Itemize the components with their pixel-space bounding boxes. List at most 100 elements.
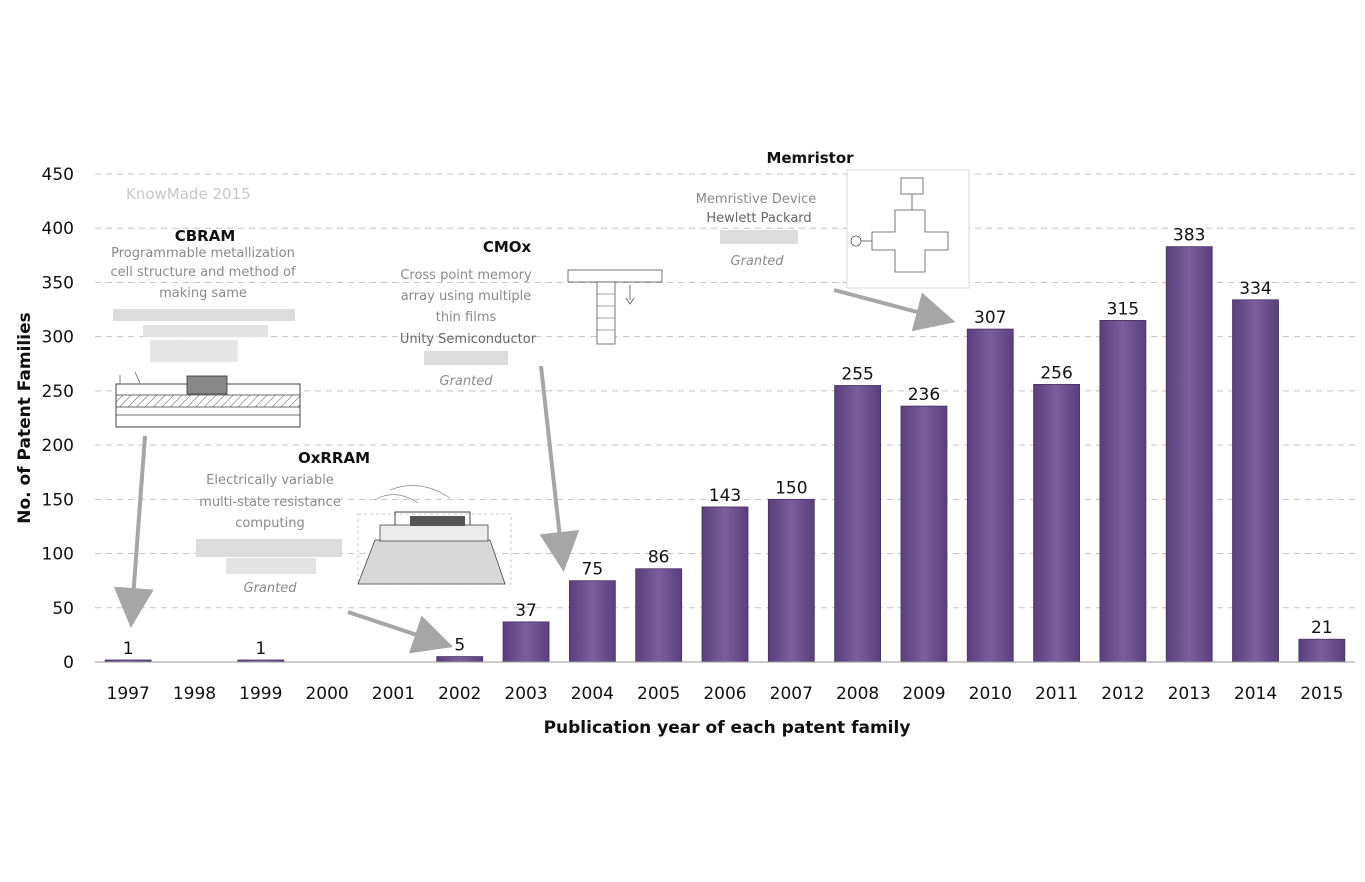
data-label-1997: 1 <box>123 639 134 659</box>
x-tick-label: 2012 <box>1101 684 1144 704</box>
annotation-status: Granted <box>244 581 298 596</box>
annotation-arrows <box>113 288 956 654</box>
x-tick-label: 2008 <box>836 684 879 704</box>
bar-2002 <box>436 656 484 663</box>
y-tick-label: 150 <box>42 490 74 510</box>
bar-2011 <box>1033 383 1080 663</box>
bar-2007 <box>767 498 815 663</box>
x-tick-label: 2002 <box>438 684 481 704</box>
annotation-title: Memristor <box>766 149 854 167</box>
x-tick-label: 2015 <box>1300 684 1343 704</box>
x-tick-label: 2014 <box>1234 684 1277 704</box>
data-label-2014: 334 <box>1239 279 1271 299</box>
data-label-2009: 236 <box>908 385 940 405</box>
data-label-2013: 383 <box>1173 226 1205 246</box>
data-label-1999: 1 <box>255 639 266 659</box>
annotation-line: cell structure and method of <box>110 265 296 280</box>
bar-2012 <box>1099 319 1147 663</box>
data-label-2005: 86 <box>648 548 670 568</box>
data-label-2011: 256 <box>1040 363 1072 383</box>
annotation-status: Granted <box>731 254 785 269</box>
bars <box>104 246 1346 663</box>
blurred-patent-number <box>196 539 342 574</box>
blurred-patent-number <box>720 230 798 244</box>
annotation-line: array using multiple <box>401 289 532 304</box>
y-tick-label: 100 <box>42 545 74 565</box>
arrow-memristor <box>833 288 956 332</box>
data-label-2010: 307 <box>974 308 1006 328</box>
annotation-line: computing <box>235 516 304 531</box>
cbram-device-drawing <box>115 371 301 428</box>
annotation-oxrram: OxRRAM Electrically variable multi-state… <box>196 449 512 596</box>
x-tick-label: 2000 <box>305 684 348 704</box>
y-tick-label: 250 <box>42 382 74 402</box>
bar-2010 <box>966 328 1014 663</box>
cmox-device-drawing <box>567 269 663 345</box>
bar-2014 <box>1232 299 1279 663</box>
blurred-patent-number <box>424 351 508 365</box>
x-tick-label: 1998 <box>173 684 216 704</box>
data-label-2008: 255 <box>841 364 873 384</box>
bar-2015 <box>1298 638 1346 663</box>
annotation-line: Electrically variable <box>206 473 334 488</box>
annotation-line: Programmable metallization <box>111 246 295 261</box>
bar-2005 <box>635 568 683 663</box>
arrow-cbram <box>113 435 154 628</box>
y-tick-label: 300 <box>42 328 74 348</box>
y-axis-ticks: 0 50 100 150 200 250 300 350 400 450 <box>42 165 74 673</box>
annotation-cbram: CBRAM Programmable metallization cell st… <box>110 227 301 428</box>
annotation-status: Granted <box>440 374 494 389</box>
x-axis-title: Publication year of each patent family <box>544 718 911 738</box>
bar-2006 <box>701 506 749 663</box>
x-tick-label: 2001 <box>372 684 415 704</box>
annotation-line: Cross point memory <box>400 268 532 283</box>
annotation-company: Hewlett Packard <box>706 211 811 226</box>
annotation-line: making same <box>159 286 247 301</box>
arrow-cmox <box>539 365 580 572</box>
data-label-2004: 75 <box>582 560 604 580</box>
annotation-cmox: CMOx Cross point memory array using mult… <box>400 238 663 389</box>
y-tick-label: 50 <box>52 599 74 619</box>
annotation-title: CMOx <box>483 238 532 256</box>
x-tick-label: 1999 <box>239 684 282 704</box>
bar-2004 <box>568 580 616 663</box>
blurred-patent-number <box>113 309 295 362</box>
x-tick-label: 2004 <box>571 684 614 704</box>
bar-2008 <box>834 385 882 663</box>
bar-2003 <box>502 621 550 663</box>
x-axis-ticks: 1997 1998 1999 2000 2001 2002 2003 2004 2005 2006… <box>107 684 1344 704</box>
data-labels: 1 1 5 37 75 86 143 150 255 236 307 256 315 383 334 21 <box>123 226 1333 659</box>
x-tick-label: 2011 <box>1035 684 1078 704</box>
watermark: KnowMade 2015 <box>126 185 251 203</box>
oxrram-device-drawing <box>357 485 512 585</box>
annotation-line: multi-state resistance <box>199 495 341 510</box>
data-label-2007: 150 <box>775 478 807 498</box>
y-tick-label: 350 <box>42 273 74 293</box>
annotation-company: Unity Semiconductor <box>400 332 537 347</box>
arrow-oxrram <box>347 610 454 654</box>
x-tick-label: 2007 <box>770 684 813 704</box>
x-tick-label: 2005 <box>637 684 680 704</box>
y-axis-title: No. of Patent Families <box>15 312 35 524</box>
bar-2013 <box>1165 246 1213 663</box>
y-tick-label: 400 <box>42 219 74 239</box>
annotation-line: Memristive Device <box>696 192 817 207</box>
data-label-2006: 143 <box>709 486 741 506</box>
memristor-device-drawing <box>846 169 970 289</box>
x-tick-label: 2003 <box>504 684 547 704</box>
x-tick-label: 1997 <box>107 684 150 704</box>
annotation-memristor: Memristor Memristive Device Hewlett Pack… <box>696 149 970 289</box>
x-tick-label: 2006 <box>703 684 746 704</box>
data-label-2012: 315 <box>1107 299 1139 319</box>
data-label-2003: 37 <box>515 601 537 621</box>
data-label-2002: 5 <box>454 636 465 656</box>
bar-2009 <box>900 405 948 663</box>
y-tick-label: 200 <box>42 436 74 456</box>
annotation-line: thin films <box>436 310 497 325</box>
y-tick-label: 450 <box>42 165 74 185</box>
annotation-title: OxRRAM <box>298 449 370 467</box>
x-tick-label: 2010 <box>969 684 1012 704</box>
x-tick-label: 2009 <box>902 684 945 704</box>
data-label-2015: 21 <box>1311 618 1333 638</box>
